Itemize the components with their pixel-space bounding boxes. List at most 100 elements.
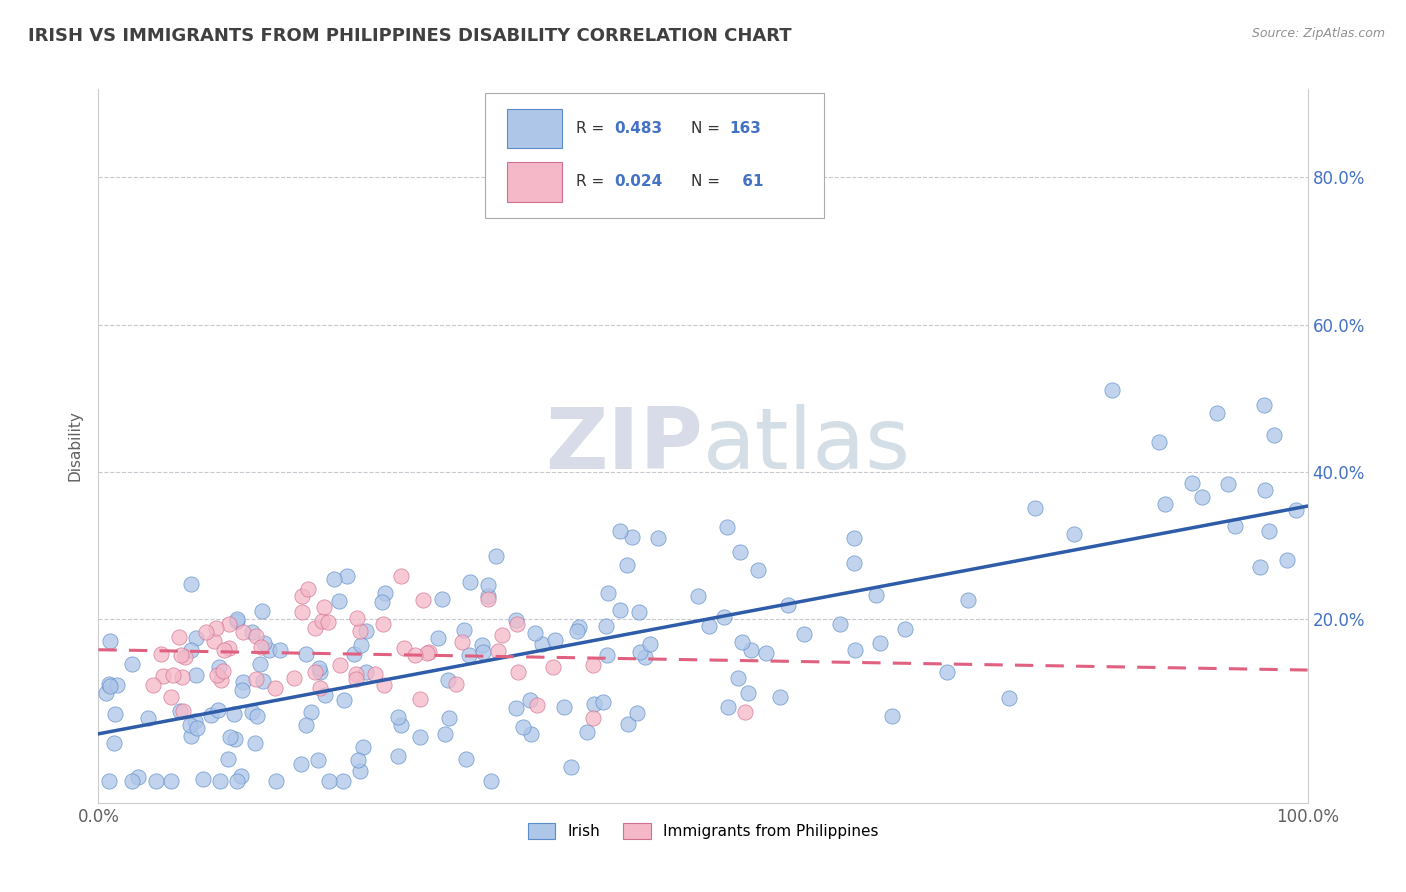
Point — [205, 621, 228, 635]
Point — [263, 681, 285, 696]
Point — [506, 665, 529, 679]
Point — [208, 660, 231, 674]
Point — [734, 705, 756, 719]
Text: 0.024: 0.024 — [614, 175, 664, 189]
Point — [179, 718, 201, 732]
Point — [568, 620, 591, 634]
Point — [225, 612, 247, 626]
Point — [231, 682, 253, 697]
Point — [505, 613, 527, 627]
Point — [209, 673, 232, 688]
Point — [283, 671, 305, 685]
Point — [232, 675, 254, 690]
Point — [205, 668, 228, 682]
Point — [844, 531, 866, 545]
Text: R =: R = — [576, 121, 609, 136]
Point — [291, 589, 314, 603]
Point — [250, 640, 273, 654]
Point — [617, 717, 640, 731]
Point — [291, 605, 314, 619]
Point — [172, 704, 194, 718]
Point — [567, 624, 589, 638]
Point — [218, 617, 240, 632]
Bar — [508, 109, 561, 148]
Point — [297, 582, 319, 596]
Point — [755, 646, 778, 660]
Point — [479, 773, 502, 788]
Point — [264, 773, 287, 788]
Point — [409, 691, 432, 706]
Point — [627, 605, 650, 619]
Point — [104, 707, 127, 722]
Point — [620, 530, 643, 544]
Point — [333, 692, 356, 706]
Point — [349, 764, 371, 778]
Point — [387, 710, 409, 724]
Point — [418, 645, 440, 659]
Point — [98, 677, 121, 691]
Point — [634, 649, 657, 664]
Point — [792, 626, 814, 640]
Point — [544, 632, 567, 647]
Point — [844, 643, 866, 657]
Point — [212, 643, 235, 657]
Point — [1253, 398, 1275, 412]
Point — [184, 714, 207, 729]
Point — [180, 577, 202, 591]
Point — [295, 647, 318, 661]
Point — [121, 657, 143, 672]
Point — [249, 657, 271, 671]
Point — [127, 771, 149, 785]
Point — [472, 645, 495, 659]
Point — [575, 725, 598, 739]
Point — [737, 686, 759, 700]
Text: 0.483: 0.483 — [614, 121, 662, 136]
Point — [450, 635, 472, 649]
Point — [560, 759, 582, 773]
Point — [374, 585, 396, 599]
Point — [202, 633, 225, 648]
Point — [769, 690, 792, 704]
Point — [240, 706, 263, 720]
Point — [444, 676, 467, 690]
Point — [828, 617, 851, 632]
Point — [638, 637, 661, 651]
Point — [304, 665, 326, 679]
Text: 61: 61 — [737, 175, 763, 189]
FancyBboxPatch shape — [485, 93, 824, 218]
Point — [412, 593, 434, 607]
Point — [344, 667, 367, 681]
Point — [713, 610, 735, 624]
Point — [596, 586, 619, 600]
Point — [309, 665, 332, 679]
Point — [350, 638, 373, 652]
Point — [232, 625, 254, 640]
Point — [352, 739, 374, 754]
Point — [453, 623, 475, 637]
Point — [312, 600, 335, 615]
Point — [1249, 560, 1271, 574]
Point — [195, 625, 218, 640]
Point — [290, 756, 312, 771]
Point — [427, 632, 450, 646]
Point — [307, 753, 329, 767]
Point — [294, 717, 316, 731]
Point — [730, 544, 752, 558]
Point — [430, 592, 453, 607]
Point — [145, 773, 167, 788]
Point — [505, 700, 527, 714]
Point — [747, 563, 769, 577]
Point — [311, 615, 333, 629]
Point — [332, 773, 354, 788]
Point — [299, 705, 322, 719]
Point — [322, 573, 344, 587]
Point — [160, 773, 183, 788]
Point — [616, 558, 638, 572]
Point — [240, 625, 263, 640]
Point — [776, 598, 799, 612]
Point — [349, 624, 371, 639]
Point — [436, 673, 458, 687]
Point — [647, 531, 669, 545]
Point — [1063, 526, 1085, 541]
Point — [219, 730, 242, 744]
